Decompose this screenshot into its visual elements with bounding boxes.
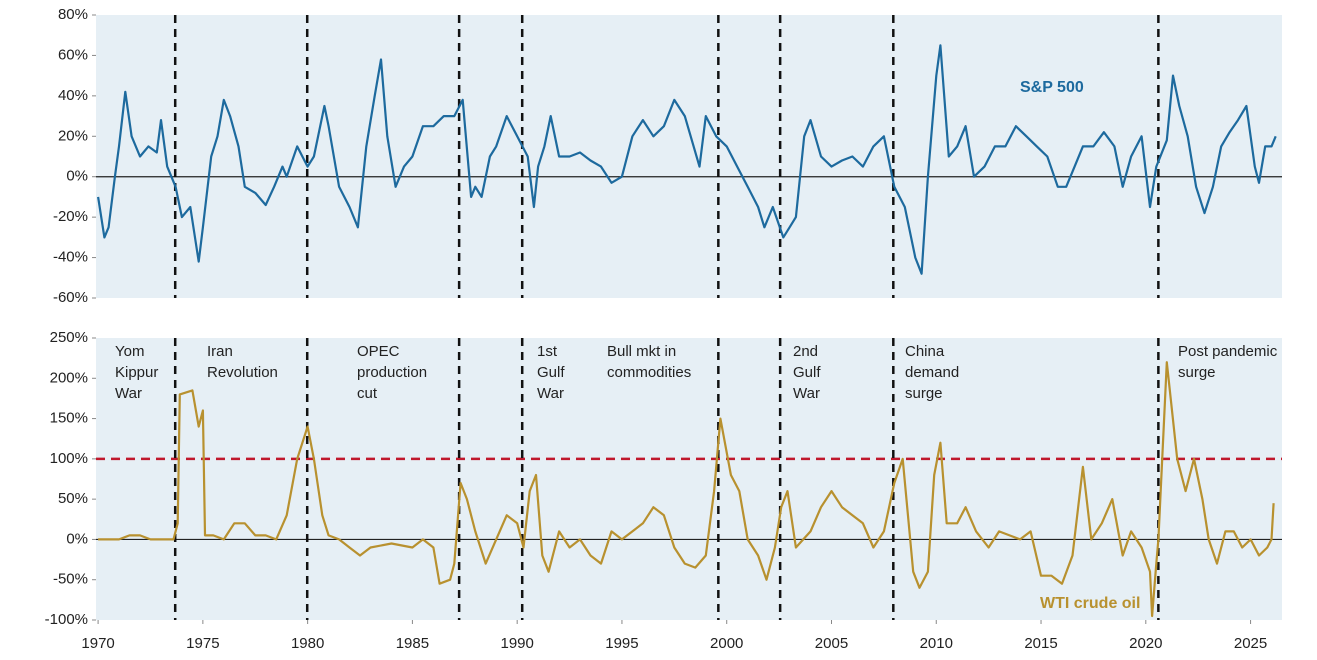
event-label: demand bbox=[905, 364, 959, 381]
x-tick-label: 2000 bbox=[710, 635, 743, 652]
event-label: Gulf bbox=[537, 364, 565, 381]
y-tick-label: 100% bbox=[50, 450, 88, 467]
y-tick-label: 150% bbox=[50, 410, 88, 427]
event-label: War bbox=[793, 385, 820, 402]
x-tick-label: 2015 bbox=[1024, 635, 1057, 652]
y-tick-label: -40% bbox=[53, 249, 88, 266]
y-tick-label: -60% bbox=[53, 289, 88, 306]
y-tick-label: 40% bbox=[58, 87, 88, 104]
y-tick-label: -100% bbox=[45, 611, 88, 628]
event-label: Revolution bbox=[207, 364, 278, 381]
y-tick-label: 20% bbox=[58, 127, 88, 144]
plot-background bbox=[96, 15, 1282, 298]
event-label: Kippur bbox=[115, 364, 158, 381]
series-line bbox=[97, 44, 1277, 275]
y-tick-label: 80% bbox=[58, 6, 88, 23]
event-label: 1st bbox=[537, 343, 558, 360]
x-tick-label: 2020 bbox=[1129, 635, 1162, 652]
x-tick-label: 2025 bbox=[1234, 635, 1267, 652]
y-tick-label: 0% bbox=[66, 530, 88, 547]
x-tick-label: 1995 bbox=[605, 635, 638, 652]
event-label: cut bbox=[357, 385, 378, 402]
x-tick-label: 2005 bbox=[815, 635, 848, 652]
event-label: War bbox=[537, 385, 564, 402]
event-label: Gulf bbox=[793, 364, 821, 381]
y-tick-label: -20% bbox=[53, 208, 88, 225]
event-label: China bbox=[905, 343, 945, 360]
x-tick-label: 1990 bbox=[500, 635, 533, 652]
y-tick-label: -50% bbox=[53, 571, 88, 588]
event-label: Post pandemic bbox=[1178, 343, 1278, 360]
x-tick-label: 1985 bbox=[396, 635, 429, 652]
event-label: Yom bbox=[115, 343, 144, 360]
event-label: Iran bbox=[207, 343, 233, 360]
event-label: OPEC bbox=[357, 343, 400, 360]
legend-label: WTI crude oil bbox=[1040, 595, 1140, 612]
y-tick-label: 60% bbox=[58, 46, 88, 63]
x-tick-label: 2010 bbox=[920, 635, 953, 652]
event-label: War bbox=[115, 385, 142, 402]
event-label: surge bbox=[905, 385, 943, 402]
x-tick-label: 1975 bbox=[186, 635, 219, 652]
event-label: 2nd bbox=[793, 343, 818, 360]
event-label: commodities bbox=[607, 364, 691, 381]
y-tick-label: 50% bbox=[58, 490, 88, 507]
event-label: production bbox=[357, 364, 427, 381]
series-line bbox=[98, 361, 1275, 618]
x-tick-label: 1980 bbox=[291, 635, 324, 652]
y-tick-label: 0% bbox=[66, 168, 88, 185]
event-label: surge bbox=[1178, 364, 1216, 381]
event-label: Bull mkt in bbox=[607, 343, 676, 360]
legend-label: S&P 500 bbox=[1020, 79, 1084, 96]
x-tick-label: 1970 bbox=[81, 635, 114, 652]
y-tick-label: 200% bbox=[50, 369, 88, 386]
y-tick-label: 250% bbox=[50, 329, 88, 346]
